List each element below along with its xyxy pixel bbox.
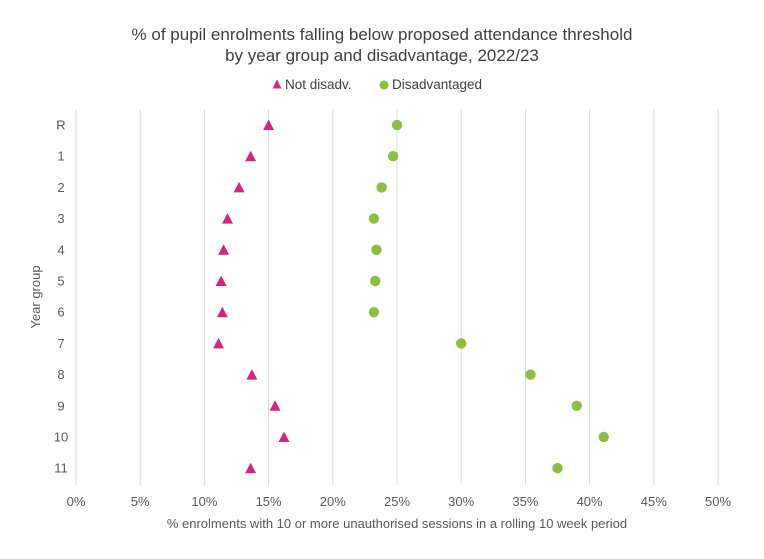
x-tick-label: 10% [191,494,217,509]
x-tick-label: 20% [320,494,346,509]
data-point-not-disadv [245,150,257,162]
legend-label-not-disadv: Not disadv. [285,77,352,92]
y-tick-label: 8 [57,367,64,382]
data-point-not-disadv [278,431,290,442]
data-point-not-disadv [213,337,225,349]
x-axis-ticks: 0% 5% 10% 15% 20% 25% 30% 35% 40% 45% 50% [67,494,732,509]
data-point-not-disadv [246,369,258,380]
x-tick-label: 30% [448,494,474,509]
data-point-not-disadv [245,462,257,474]
data-point-disadvantaged [456,338,467,349]
data-point-disadvantaged [368,213,380,224]
data-point-not-disadv [218,244,230,255]
data-point-disadvantaged [552,463,563,474]
legend: Not disadv. Disadvantaged [272,77,482,92]
x-tick-label: 15% [256,494,282,509]
y-tick-label: 2 [57,180,64,195]
y-tick-label: 1 [57,149,64,164]
data-point-disadvantaged [368,307,380,318]
y-tick-label: 3 [57,211,64,226]
legend-label-disadvantaged: Disadvantaged [392,77,482,92]
y-tick-label: 11 [54,461,68,476]
data-point-not-disadv [269,400,281,411]
legend-circle-marker [379,80,389,90]
y-tick-label: 5 [57,274,64,289]
chart-title-line-1: % of pupil enrolments falling below prop… [132,25,633,44]
data-point-disadvantaged [371,244,382,255]
data-point-disadvantaged [387,151,399,162]
x-tick-label: 40% [577,494,603,509]
y-tick-label: 4 [57,242,64,257]
data-point-not-disadv [215,275,227,286]
legend-triangle-marker [272,79,282,89]
data-point-disadvantaged [369,275,381,287]
x-tick-label: 5% [131,494,150,509]
y-axis-ticks: R 1 2 3 4 5 6 7 8 9 10 11 [54,118,68,476]
data-point-not-disadv [216,306,228,318]
y-tick-label: 7 [57,336,64,351]
x-tick-label: 0% [67,494,86,509]
x-tick-label: 25% [384,494,410,509]
gridlines [75,109,719,485]
chart-title-line-2: by year group and disadvantage, 2022/23 [225,46,539,65]
x-axis-label: % enrolments with 10 or more unauthorise… [167,516,627,531]
data-point-disadvantaged [525,369,536,380]
data-point-disadvantaged [376,182,387,193]
y-tick-label: 6 [57,305,64,320]
data-point-not-disadv [222,213,234,224]
y-tick-label: R [56,118,65,133]
data-point-not-disadv [233,181,245,193]
x-tick-label: 45% [641,494,667,509]
data-point-not-disadv [263,119,275,130]
x-tick-label: 35% [512,494,538,509]
x-tick-label: 50% [705,494,731,509]
y-axis-label: Year group [28,265,43,328]
y-tick-label: 10 [54,430,68,445]
data-point-disadvantaged [571,400,582,411]
data-point-disadvantaged [391,119,403,131]
data-point-disadvantaged [598,431,609,443]
y-tick-label: 9 [57,398,64,413]
data-points [213,119,609,474]
